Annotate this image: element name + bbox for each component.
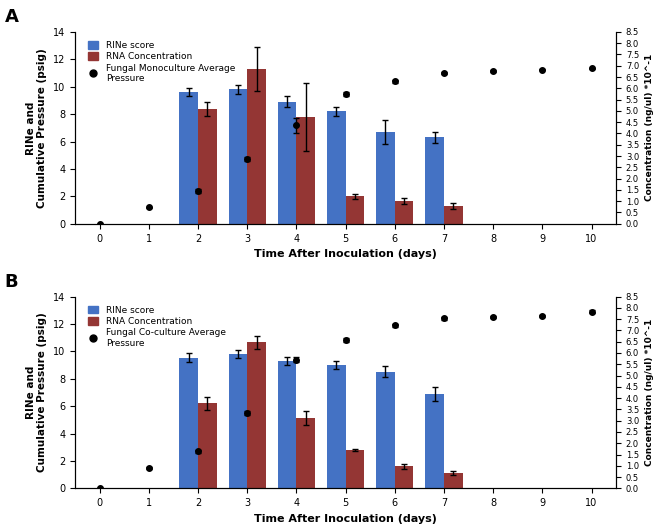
Bar <box>376 372 395 488</box>
Bar <box>277 361 297 488</box>
Bar <box>395 467 414 488</box>
Bar <box>277 102 297 224</box>
Bar <box>228 354 247 488</box>
Bar <box>297 117 315 224</box>
Bar <box>346 450 364 488</box>
X-axis label: Time After Inoculation (days): Time After Inoculation (days) <box>254 249 437 259</box>
Bar <box>444 206 463 224</box>
Bar <box>425 137 444 224</box>
Bar <box>327 365 346 488</box>
Y-axis label: Concentration (ng/ul) *10^-1: Concentration (ng/ul) *10^-1 <box>645 54 653 202</box>
Bar <box>228 89 247 224</box>
Bar <box>346 196 364 224</box>
Bar <box>179 92 198 224</box>
Bar <box>395 201 414 224</box>
Bar <box>247 343 266 488</box>
Legend: RINe score, RNA Concentration, Fungal Co-culture Average
Pressure: RINe score, RNA Concentration, Fungal Co… <box>85 303 228 350</box>
Bar <box>376 132 395 224</box>
Bar <box>179 358 198 488</box>
Bar <box>425 394 444 488</box>
Bar <box>444 472 463 488</box>
Y-axis label: Concentration (ng/ul) *10^-1: Concentration (ng/ul) *10^-1 <box>645 319 653 466</box>
Y-axis label: RINe and
Cumulative Pressure (psig): RINe and Cumulative Pressure (psig) <box>26 48 48 207</box>
Bar <box>198 403 216 488</box>
Text: A: A <box>5 8 19 26</box>
Bar <box>198 109 216 224</box>
Legend: RINe score, RNA Concentration, Fungal Monoculture Average
Pressure: RINe score, RNA Concentration, Fungal Mo… <box>85 38 238 86</box>
X-axis label: Time After Inoculation (days): Time After Inoculation (days) <box>254 514 437 523</box>
Bar <box>247 69 266 224</box>
Bar <box>327 111 346 224</box>
Y-axis label: RINe and
Cumulative Pressure (psig): RINe and Cumulative Pressure (psig) <box>26 313 48 472</box>
Text: B: B <box>5 273 19 291</box>
Bar <box>297 418 315 488</box>
